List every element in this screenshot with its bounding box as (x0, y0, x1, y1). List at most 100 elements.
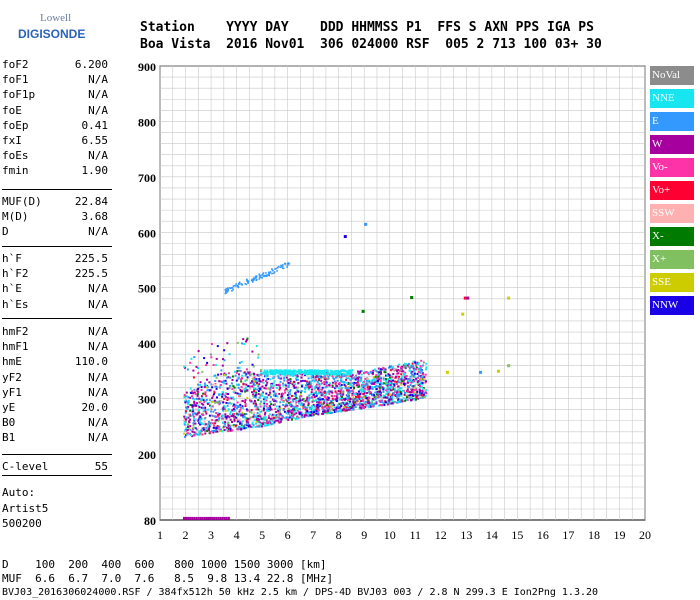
echo-point (273, 421, 276, 424)
echo-point (271, 422, 274, 425)
oblique-echo-point (225, 288, 228, 290)
echo-point (287, 371, 290, 374)
echo-point (363, 406, 365, 409)
echo-point (346, 387, 349, 390)
x-tick-label: 9 (361, 528, 367, 542)
echo-point (243, 415, 246, 418)
echo-point (307, 377, 310, 380)
echo-point (298, 398, 301, 401)
echo-point (222, 407, 225, 410)
echo-point (193, 419, 196, 422)
echo-point (255, 408, 258, 411)
echo-point (206, 401, 209, 404)
echo-point (269, 400, 272, 403)
echo-point (217, 415, 220, 418)
echo-point (366, 379, 368, 382)
echo-point (266, 381, 269, 384)
echo-point (213, 399, 216, 402)
echo-point (393, 384, 396, 387)
echo-point (279, 373, 282, 376)
echo-point (323, 390, 326, 393)
echo-point (420, 396, 423, 399)
echo-point (199, 414, 201, 417)
echo-point (382, 386, 385, 389)
oblique-echo-point (258, 274, 261, 276)
echo-point (373, 381, 376, 384)
echo-point (247, 425, 250, 428)
param-name: B0 (2, 416, 16, 430)
low-echo-point (215, 516, 218, 520)
param-name: hmF1 (2, 340, 29, 354)
legend: NoVal NNE E W Vo- Vo+ SSW X- X+ SSE NNW (650, 66, 694, 319)
echo-point (303, 414, 306, 417)
echo-point (263, 424, 266, 427)
echo-point (308, 383, 311, 386)
echo-point (360, 373, 363, 376)
echo-point (354, 399, 357, 402)
param-value: N/A (88, 370, 108, 384)
echo-point (365, 371, 368, 374)
echo-point (417, 384, 420, 386)
echo-point (345, 377, 348, 380)
echo-point (316, 380, 319, 383)
echo-point (192, 410, 195, 413)
echo-point (333, 395, 336, 398)
echo-point (215, 412, 218, 414)
echo-point (313, 409, 316, 412)
echo-point (273, 398, 276, 401)
echo-point (274, 403, 276, 406)
echo-point (311, 369, 314, 372)
echo-point (210, 356, 213, 359)
echo-point (322, 410, 325, 413)
echo-point (204, 393, 207, 396)
echo-point (211, 400, 213, 403)
echo-point (343, 404, 346, 407)
echo-point (278, 372, 281, 375)
echo-point (208, 381, 211, 384)
echo-point (208, 420, 210, 423)
echo-cloud (183, 262, 428, 438)
echo-point (252, 395, 255, 398)
echo-point (196, 390, 199, 393)
echo-point (402, 380, 405, 383)
echo-point (294, 383, 297, 386)
echo-point (363, 390, 366, 393)
echo-point (340, 379, 343, 382)
echo-point (300, 380, 302, 383)
echo-point (253, 376, 256, 379)
echo-point (333, 406, 336, 409)
echo-point (397, 365, 400, 368)
echo-point (222, 414, 224, 417)
echo-point (317, 387, 320, 390)
echo-point (223, 423, 226, 425)
echo-point (397, 401, 400, 403)
echo-point (330, 405, 333, 408)
echo-point (239, 392, 242, 395)
echo-point (284, 369, 287, 372)
echo-point (271, 371, 274, 373)
scatter-point (364, 222, 368, 226)
echo-point (232, 403, 235, 406)
echo-point (269, 371, 272, 374)
echo-point (387, 366, 390, 369)
echo-point (198, 433, 201, 436)
echo-point (283, 369, 286, 372)
echo-point (390, 365, 393, 368)
echo-point (327, 396, 330, 399)
echo-point (272, 387, 275, 389)
echo-point (197, 386, 200, 389)
echo-point (283, 389, 286, 392)
echo-point (278, 405, 281, 408)
echo-point (197, 419, 199, 422)
x-tick-label: 6 (285, 528, 291, 542)
echo-point (342, 407, 345, 410)
echo-point (277, 409, 280, 412)
echo-point (214, 408, 217, 411)
echo-point (232, 398, 235, 401)
echo-point (390, 380, 393, 383)
echo-point (382, 377, 385, 380)
echo-point (368, 401, 371, 404)
echo-point (191, 404, 194, 407)
echo-point (291, 410, 294, 413)
echo-point (255, 420, 258, 423)
